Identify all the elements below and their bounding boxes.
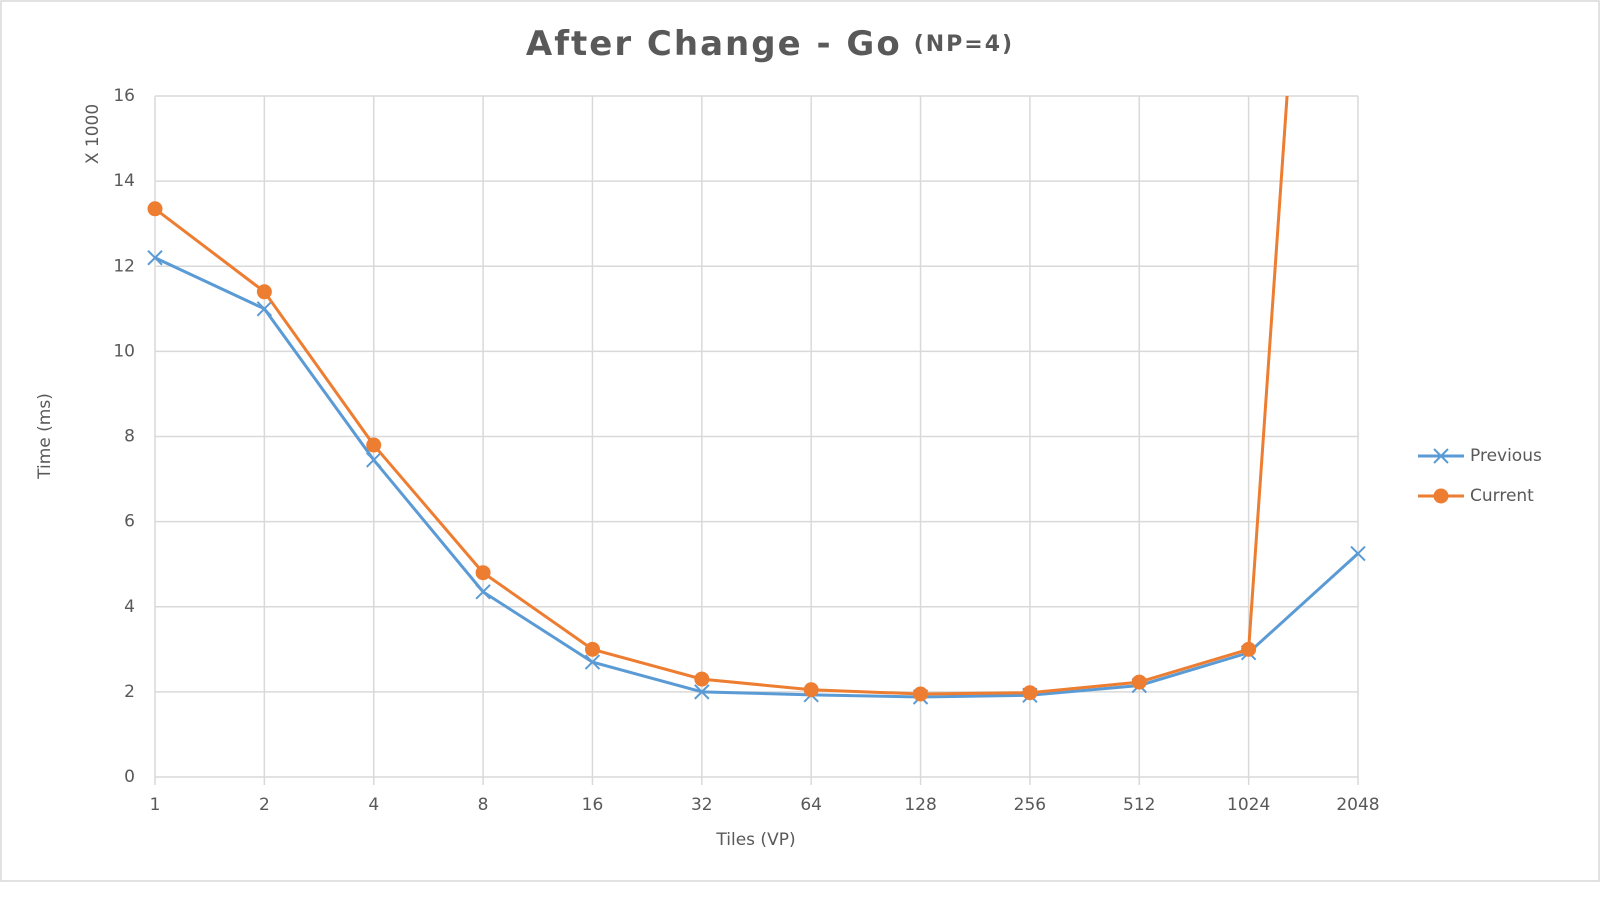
marker — [1241, 641, 1257, 657]
y-unit-label: X 1000 — [83, 104, 103, 164]
x-tick-label: 16 — [582, 795, 604, 815]
legend-label: Current — [1470, 486, 1534, 506]
marker — [256, 301, 273, 317]
x-tick-label: 2048 — [1336, 795, 1379, 815]
x-tick-label: 256 — [1014, 795, 1046, 815]
x-tick-label: 4 — [368, 795, 379, 815]
chart-title: After Change - Go — [526, 24, 902, 64]
series-line — [154, 96, 1289, 696]
y-tick-label: 8 — [124, 427, 135, 447]
plot-area — [147, 96, 1366, 705]
y-tick-label: 12 — [113, 256, 135, 276]
marker — [584, 654, 601, 670]
marker — [366, 452, 382, 468]
marker — [803, 682, 819, 698]
x-tick-label: 128 — [904, 795, 936, 815]
chart-subtitle: (NP=4) — [914, 32, 1014, 57]
x-tick-label: 32 — [691, 795, 713, 815]
y-axis-label: Time (ms) — [35, 393, 55, 480]
x-tick-label: 8 — [478, 795, 489, 815]
marker — [147, 250, 163, 266]
series-line — [154, 256, 1360, 699]
marker — [366, 437, 382, 453]
x-tick-label: 2 — [259, 795, 270, 815]
y-tick-label: 2 — [124, 682, 135, 702]
marker — [1022, 685, 1038, 701]
marker — [694, 684, 710, 700]
x-axis-label: Tiles (VP) — [715, 830, 795, 850]
x-tick-label: 512 — [1123, 795, 1155, 815]
marker — [147, 201, 163, 217]
y-tick-label: 6 — [124, 512, 135, 532]
x-tick-label: 64 — [800, 795, 822, 815]
chart-border — [0, 0, 1600, 882]
marker — [913, 686, 929, 702]
legend-label: Previous — [1470, 446, 1542, 466]
marker — [256, 284, 272, 300]
y-tick-label: 10 — [113, 341, 135, 361]
y-tick-label: 14 — [113, 171, 135, 191]
marker — [1433, 448, 1449, 464]
marker — [475, 584, 491, 600]
marker — [584, 641, 600, 657]
x-tick-label: 1024 — [1227, 795, 1270, 815]
y-tick-label: 4 — [124, 597, 135, 617]
marker — [1350, 545, 1366, 562]
x-tick-label: 1 — [150, 795, 161, 815]
y-tick-label: 16 — [113, 86, 135, 106]
chart-title-group: After Change - Go (NP=4) — [526, 24, 1014, 64]
marker — [1433, 488, 1449, 504]
marker — [475, 565, 491, 581]
marker — [1131, 674, 1147, 690]
marker — [694, 671, 710, 687]
y-tick-label: 0 — [124, 767, 135, 787]
